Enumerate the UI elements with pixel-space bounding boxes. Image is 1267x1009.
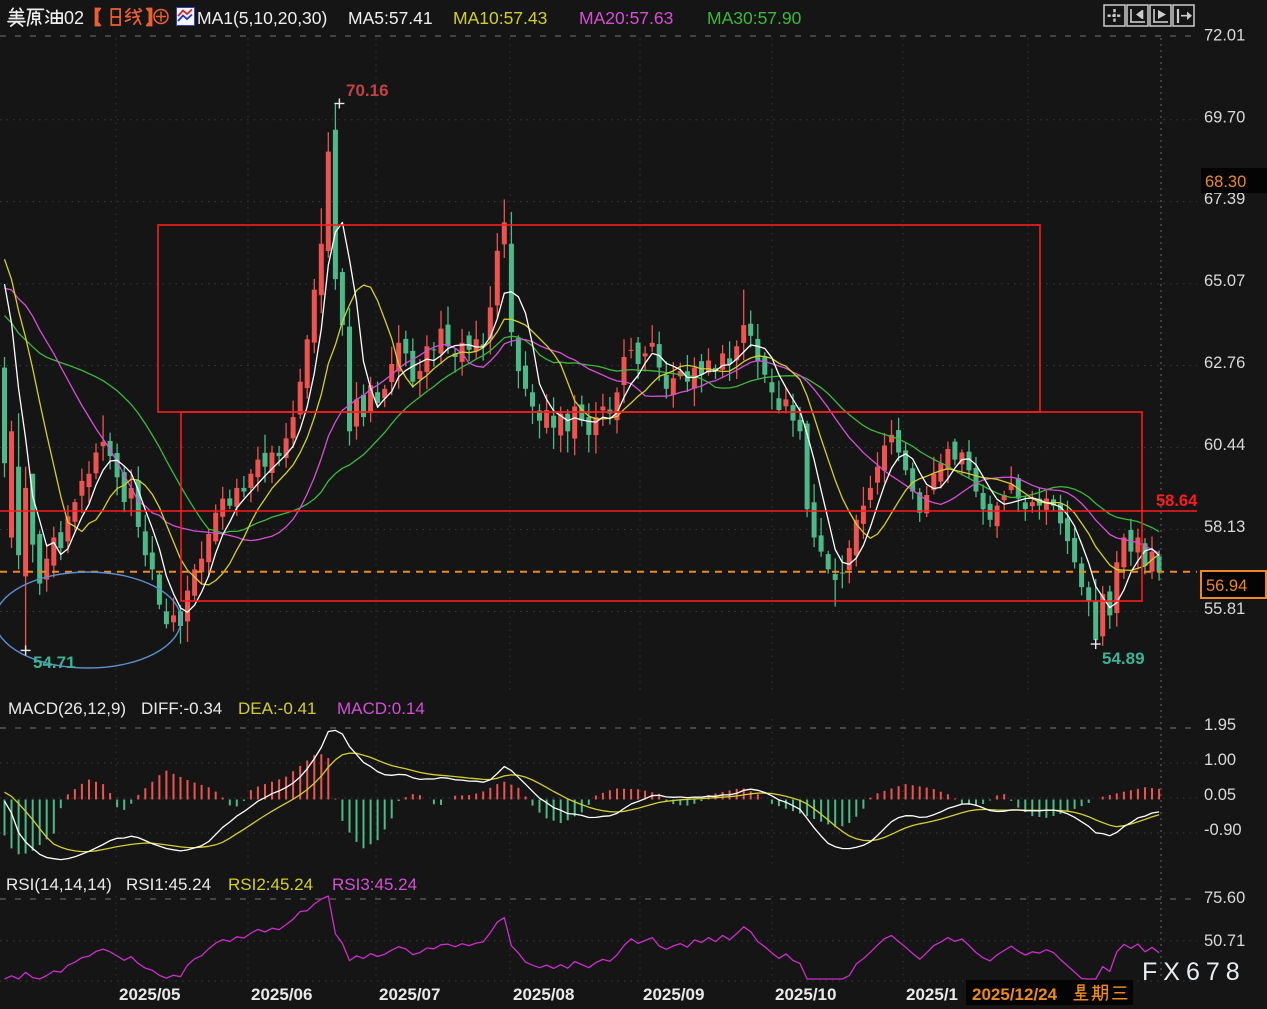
svg-text:RSI3:45.24: RSI3:45.24: [332, 875, 417, 894]
svg-text:2025/08: 2025/08: [513, 985, 574, 1004]
svg-text:62.76: 62.76: [1204, 354, 1245, 372]
svg-text:75.60: 75.60: [1204, 889, 1245, 907]
svg-text:2025/10: 2025/10: [775, 985, 836, 1004]
svg-text:69.70: 69.70: [1204, 108, 1245, 126]
svg-text:MA20:57.63: MA20:57.63: [579, 8, 673, 28]
svg-text:2025/07: 2025/07: [379, 985, 440, 1004]
svg-text:2025/05: 2025/05: [119, 985, 180, 1004]
svg-text:DIFF:-0.34: DIFF:-0.34: [141, 699, 222, 718]
svg-text:68.30: 68.30: [1205, 173, 1246, 191]
svg-text:2025/12/24: 2025/12/24: [972, 985, 1058, 1004]
svg-text:2025/09: 2025/09: [643, 985, 704, 1004]
svg-text:MA5:57.41: MA5:57.41: [348, 8, 433, 28]
svg-text:RSI1:45.24: RSI1:45.24: [126, 875, 211, 894]
svg-text:MACD:0.14: MACD:0.14: [337, 699, 425, 718]
svg-text:2025/1: 2025/1: [906, 985, 958, 1004]
svg-text:54.71: 54.71: [33, 653, 76, 672]
svg-text:72.01: 72.01: [1204, 27, 1245, 45]
svg-text:1.95: 1.95: [1204, 716, 1236, 734]
svg-text:RSI2:45.24: RSI2:45.24: [228, 875, 313, 894]
svg-text:60.44: 60.44: [1204, 436, 1245, 454]
svg-text:0.05: 0.05: [1204, 786, 1236, 804]
svg-text:MA1(5,10,20,30): MA1(5,10,20,30): [197, 8, 327, 28]
svg-text:55.81: 55.81: [1204, 600, 1245, 618]
svg-text:FX678: FX678: [1142, 958, 1246, 986]
svg-text:DEA:-0.41: DEA:-0.41: [238, 699, 316, 718]
svg-text:MA10:57.43: MA10:57.43: [453, 8, 547, 28]
svg-text:67.39: 67.39: [1204, 190, 1245, 208]
svg-text:2025/06: 2025/06: [251, 985, 312, 1004]
svg-text:02: 02: [64, 8, 84, 28]
svg-text:-0.90: -0.90: [1204, 821, 1242, 839]
svg-text:58.13: 58.13: [1204, 518, 1245, 536]
svg-text:50.71: 50.71: [1204, 932, 1245, 950]
svg-text:RSI(14,14,14): RSI(14,14,14): [6, 875, 112, 894]
svg-text:70.16: 70.16: [346, 81, 389, 100]
svg-text:54.89: 54.89: [1102, 649, 1145, 668]
svg-text:MA30:57.90: MA30:57.90: [707, 8, 802, 28]
svg-text:1.00: 1.00: [1204, 751, 1236, 769]
svg-text:56.94: 56.94: [1206, 577, 1247, 595]
svg-text:65.07: 65.07: [1204, 272, 1245, 290]
svg-text:58.64: 58.64: [1156, 492, 1198, 510]
svg-text:MACD(26,12,9): MACD(26,12,9): [8, 699, 126, 718]
